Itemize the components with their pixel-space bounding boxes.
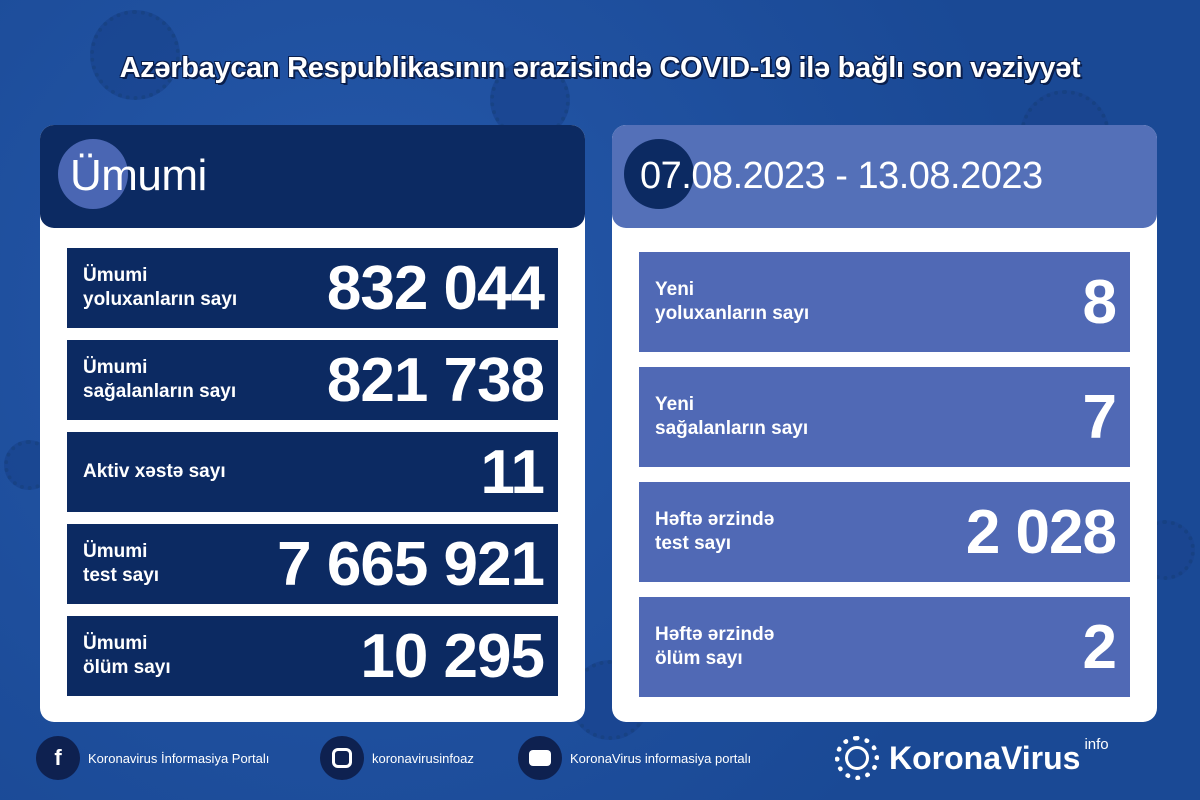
row-value: 2 [1082,612,1117,682]
row-value: 7 665 921 [277,529,545,599]
row-label: Aktiv xəstə sayı [83,461,226,482]
total-header: Ümumi [40,125,585,228]
koronavirus-logo: KoronaVirus info [835,736,1109,780]
youtube-link[interactable]: KoronaVirus informasiya portalı [518,736,751,780]
weekly-deaths-row: Həftə ərzində ölüm sayı 2 [639,597,1130,697]
date-range: 07.08.2023 - 13.08.2023 [640,155,1043,197]
new-cases-row: Yeni yoluxanların sayı 8 [639,252,1130,352]
total-panel: Ümumi Ümumi yoluxanların sayı 832 044 Ümum… [40,125,585,722]
row-value: 821 738 [326,345,545,415]
weekly-tests-row: Həftə ərzində test sayı 2 028 [639,482,1130,582]
virus-decoration-icon [90,10,180,100]
youtube-icon [518,736,562,780]
row-value: 2 028 [965,497,1117,567]
row-value: 10 295 [360,621,545,691]
row-value: 8 [1082,267,1117,337]
total-tests-row: Ümumi test sayı 7 665 921 [67,524,558,604]
active-cases-row: Aktiv xəstə sayı 11 [67,432,558,512]
row-value: 7 [1082,382,1117,452]
row-label: Ümumi yoluxanların sayı [83,265,238,310]
footer: f Koronavirus İnformasiya Portalı koronav… [0,736,1200,786]
facebook-icon: f [36,736,80,780]
instagram-icon [320,736,364,780]
row-label: Ümumi ölüm sayı [83,633,171,678]
row-label: Həftə ərzində ölüm sayı [655,624,775,669]
facebook-link[interactable]: f Koronavirus İnformasiya Portalı [36,736,269,780]
total-recovered-row: Ümumi sağalanların sayı 821 738 [67,340,558,420]
row-label: Ümumi sağalanların sayı [83,357,237,402]
row-label: Yeni sağalanların sayı [655,394,809,439]
virus-icon [624,139,694,209]
weekly-header: 07.08.2023 - 13.08.2023 [612,125,1157,228]
row-value: 11 [480,437,545,507]
weekly-panel: 07.08.2023 - 13.08.2023 Yeni yoluxanların… [612,125,1157,722]
row-label: Ümumi test sayı [83,541,160,586]
sun-logo-icon [835,736,879,780]
instagram-link[interactable]: koronavirusinfoaz [320,736,474,780]
new-recovered-row: Yeni sağalanların sayı 7 [639,367,1130,467]
row-label: Həftə ərzində test sayı [655,509,775,554]
total-cases-row: Ümumi yoluxanların sayı 832 044 [67,248,558,328]
virus-icon [58,139,128,209]
row-label: Yeni yoluxanların sayı [655,279,810,324]
total-deaths-row: Ümumi ölüm sayı 10 295 [67,616,558,696]
total-header-title: Ümumi [70,151,207,200]
row-value: 832 044 [326,253,545,323]
page-title: Azərbaycan Respublikasının ərazisində CO… [119,52,1081,84]
